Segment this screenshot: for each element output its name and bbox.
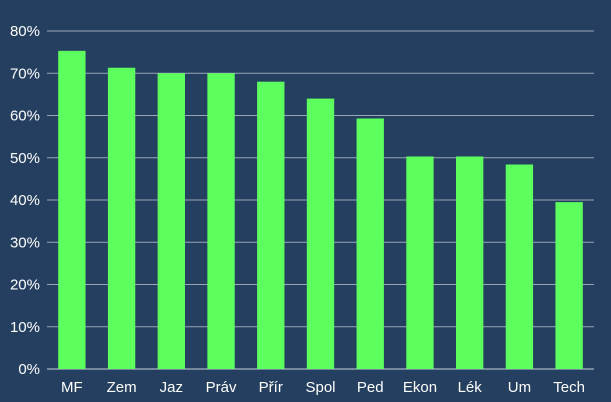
bar-jaz xyxy=(157,73,185,369)
x-tick-label: Spol xyxy=(305,379,335,396)
bar-mf xyxy=(58,50,86,370)
bar-práv xyxy=(207,73,235,369)
bar-um xyxy=(505,164,534,369)
x-tick-label: MF xyxy=(61,379,83,396)
y-tick-label: 50% xyxy=(10,150,40,167)
bar-lék xyxy=(456,156,484,369)
y-tick-label: 0% xyxy=(18,361,40,378)
bar-tech xyxy=(555,202,583,369)
x-tick-label: Lék xyxy=(458,379,483,396)
x-axis-ticks: MF Zem Jaz Práv Přír Spol Ped Ekon Lék Um Tech xyxy=(61,379,585,396)
y-tick-label: 60% xyxy=(10,108,40,125)
y-tick-label: 30% xyxy=(10,234,40,251)
y-tick-label: 70% xyxy=(10,65,40,82)
y-tick-label: 80% xyxy=(10,23,40,40)
x-tick-label: Jaz xyxy=(160,379,183,396)
x-tick-label: Zem xyxy=(107,379,137,396)
bar-ekon xyxy=(406,156,434,369)
x-tick-label: Ped xyxy=(357,379,384,396)
y-tick-label: 20% xyxy=(10,277,40,294)
x-tick-label: Přír xyxy=(259,379,283,396)
y-axis-ticks: 0% 10% 20% 30% 40% 50% 60% 70% 80% xyxy=(10,23,40,378)
bars xyxy=(58,50,583,370)
x-tick-label: Práv xyxy=(206,379,237,396)
x-tick-label: Tech xyxy=(553,379,585,396)
bar-přír xyxy=(257,81,285,369)
x-tick-label: Um xyxy=(508,379,531,396)
bar-zem xyxy=(107,67,136,369)
y-tick-label: 10% xyxy=(10,319,40,336)
x-tick-label: Ekon xyxy=(403,379,437,396)
bar-spol xyxy=(306,98,335,369)
y-tick-label: 40% xyxy=(10,192,40,209)
bar-ped xyxy=(356,118,384,370)
